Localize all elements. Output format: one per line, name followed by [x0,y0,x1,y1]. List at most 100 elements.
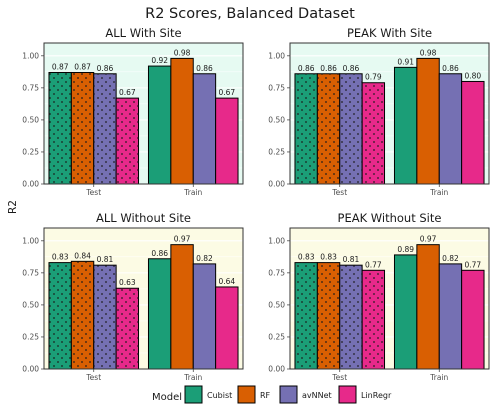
data-label: 0.83 [298,253,315,262]
bar-pattern [116,288,139,369]
legend-label: RF [260,391,271,400]
bar-cubist-train [393,66,418,185]
y-tick-label: 0.50 [268,301,285,310]
bar-linregr-train [215,97,239,185]
bar-pattern [339,265,363,369]
panel-frame [289,42,490,185]
data-label: 0.83 [52,253,69,262]
legend-label: Cubist [207,391,232,400]
x-tick-label: Train [429,188,448,197]
data-label: 0.82 [196,254,213,263]
data-label: 0.86 [320,64,337,73]
y-tick-label: 0.00 [268,365,285,374]
x-tick-label: Test [331,188,347,197]
data-label: 0.87 [52,62,69,71]
y-tick-label: 1.00 [22,51,39,60]
y-tick-label: 0.75 [268,83,285,92]
y-tick-label: 0.00 [22,365,39,374]
y-tick-label: 1.00 [268,236,285,245]
legend-key-avnnet [279,385,298,404]
panel-4: PEAK Without Site 0.00 0.25 0.50 0.75 1.00 0.8… [268,211,490,382]
bar-pattern [294,262,318,369]
legend-title: Model [152,392,182,403]
data-label: 0.97 [174,235,191,244]
data-label: 0.98 [174,48,191,57]
y-axis-label: R2 [7,200,19,214]
data-label: 0.77 [365,260,382,269]
y-tick-label: 0.00 [22,180,39,189]
y-tick-label: 0.25 [268,333,285,342]
data-label: 0.63 [119,278,136,287]
data-label: 0.79 [365,73,382,82]
data-label: 0.91 [397,57,414,66]
data-label: 0.67 [218,88,235,97]
bar-pattern [93,73,117,184]
data-label: 0.87 [74,62,91,71]
y-tick-label: 0.75 [22,268,39,277]
bar-cubist-train [147,258,172,370]
data-label: 0.67 [119,88,136,97]
bar-cubist-train [393,254,418,370]
data-label: 0.86 [343,64,360,73]
y-tick-label: 0.75 [22,83,39,92]
x-tick-label: Train [183,188,202,197]
y-tick-label: 0.00 [268,180,285,189]
bar-pattern [294,73,318,184]
data-label: 0.86 [196,64,213,73]
data-label: 0.86 [298,64,315,73]
bar-avnnet-train [438,263,463,370]
y-tick-label: 0.25 [22,333,39,342]
data-label: 0.98 [420,48,437,57]
bar-pattern [362,82,385,184]
legend-key-linregr [338,385,357,404]
bar-rf-train [416,57,440,185]
x-tick-label: Train [183,373,202,382]
bar-cubist-train [147,65,172,185]
y-tick-label: 0.25 [22,148,39,157]
x-tick-label: Train [429,373,448,382]
legend-label: avNNet [302,391,332,400]
y-tick-label: 1.00 [22,236,39,245]
y-tick-label: 0.50 [22,301,39,310]
bar-pattern [93,265,117,369]
data-label: 0.81 [97,255,114,264]
panel-3: ALL Without Site 0.00 0.25 0.50 0.75 1.00 0.83… [22,211,244,382]
panel-title: ALL With Site [105,26,181,40]
panel-frame [43,227,244,370]
data-label: 0.64 [218,277,235,286]
bar-avnnet-train [438,73,463,185]
data-label: 0.84 [74,251,91,260]
panels-group: ALL With Site 0.00 0.25 0.50 0.75 1.00 0.87 0.8… [22,26,490,382]
panel-title: PEAK Without Site [338,211,442,225]
bar-pattern [339,73,363,184]
legend-label: LinRegr [361,391,392,400]
bar-linregr-train [461,80,485,185]
data-label: 0.83 [320,253,337,262]
data-label: 0.86 [97,64,114,73]
bar-linregr-train [215,286,239,370]
bar-rf-train [170,244,194,370]
data-label: 0.92 [151,56,168,65]
bar-pattern [317,262,340,369]
bar-pattern [317,73,340,184]
legend-key-rf [237,385,256,404]
y-tick-label: 1.00 [268,51,285,60]
data-label: 0.81 [343,255,360,264]
bar-linregr-train [461,269,485,370]
panel-title: ALL Without Site [96,211,191,225]
data-label: 0.97 [420,235,437,244]
data-label: 0.80 [464,71,481,80]
y-tick-label: 0.25 [268,148,285,157]
bar-rf-train [416,244,440,370]
chart-title: R2 Scores, Balanced Dataset [145,6,355,22]
bar-pattern [71,261,94,369]
bar-pattern [48,262,72,369]
x-tick-label: Test [331,373,347,382]
y-tick-label: 0.50 [22,116,39,125]
bar-rf-train [170,57,194,185]
x-tick-label: Test [85,188,101,197]
data-label: 0.86 [151,249,168,258]
legend: Model Cubist RF avNNet LinRegr [152,385,392,404]
data-label: 0.86 [442,64,459,73]
